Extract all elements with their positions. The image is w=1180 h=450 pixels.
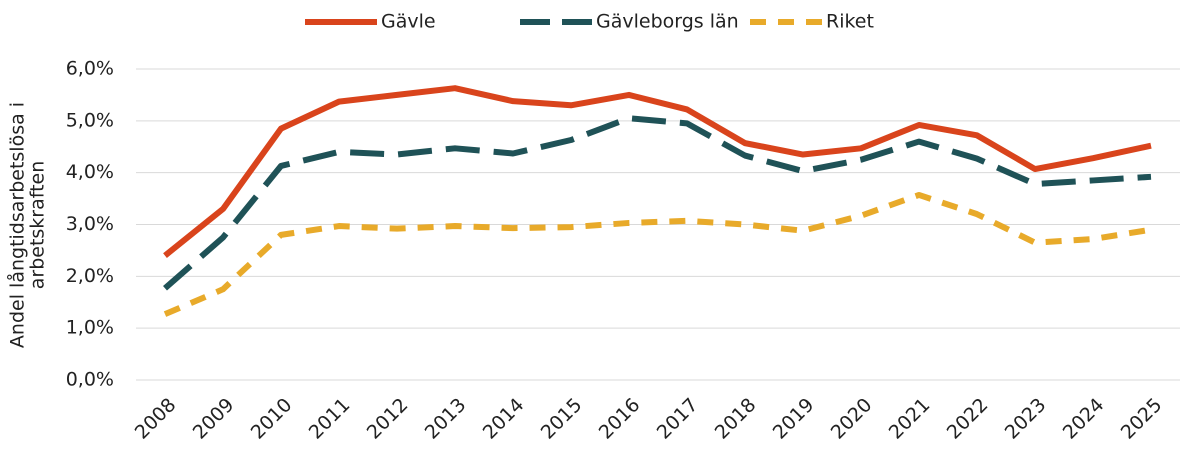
- x-tick-label: 2008: [131, 394, 181, 444]
- y-tick-label: 2,0%: [66, 265, 114, 287]
- x-tick-label: 2016: [595, 394, 645, 444]
- x-tick-label: 2018: [711, 394, 761, 444]
- x-tick-label: 2014: [479, 394, 529, 444]
- legend-label: Gävle: [381, 11, 436, 33]
- x-tick-label: 2021: [885, 394, 935, 444]
- legend-label: Gävleborgs län: [596, 11, 739, 33]
- x-tick-label: 2025: [1117, 394, 1167, 444]
- legend-label: Riket: [826, 11, 874, 33]
- y-tick-label: 3,0%: [66, 213, 114, 235]
- y-tick-label: 6,0%: [66, 58, 114, 80]
- x-tick-label: 2017: [653, 394, 703, 444]
- y-axis-label: arbetskraften: [27, 161, 49, 290]
- x-tick-label: 2019: [769, 394, 819, 444]
- x-tick-label: 2015: [537, 394, 587, 444]
- y-axis-label: Andel långtidsarbetslösa i: [6, 102, 29, 348]
- y-tick-label: 5,0%: [66, 109, 114, 131]
- series-line: [163, 115, 1152, 291]
- series-line: [163, 85, 1152, 258]
- y-tick-label: 0,0%: [66, 369, 114, 391]
- x-tick-label: 2024: [1059, 394, 1109, 444]
- y-tick-label: 1,0%: [66, 317, 114, 339]
- y-tick-label: 4,0%: [66, 161, 114, 183]
- x-tick-label: 2020: [827, 394, 877, 444]
- x-tick-label: 2022: [943, 394, 993, 444]
- x-tick-label: 2011: [305, 394, 355, 444]
- x-tick-label: 2010: [247, 394, 297, 444]
- series-line: [163, 191, 1152, 317]
- x-tick-label: 2023: [1001, 394, 1051, 444]
- x-tick-label: 2013: [421, 394, 471, 444]
- x-tick-label: 2009: [189, 394, 239, 444]
- x-tick-label: 2012: [363, 394, 413, 444]
